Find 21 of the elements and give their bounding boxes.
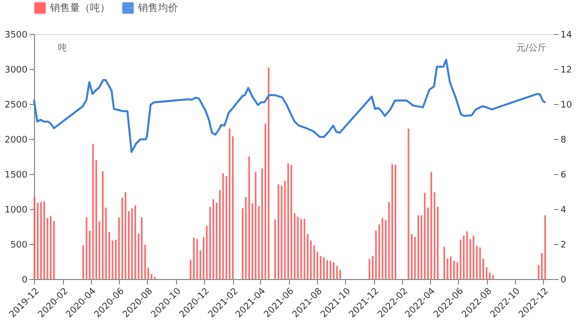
legend-label: 销售均价 bbox=[137, 2, 178, 14]
y-axis-title: 吨 bbox=[58, 42, 67, 54]
y-tick-label: 2000 bbox=[4, 136, 28, 146]
y2-axis-title: 元/公斤 bbox=[516, 42, 547, 54]
y2-tick-label: 4 bbox=[560, 206, 566, 216]
y-tick-label: 3500 bbox=[4, 30, 28, 40]
y2-tick-label: 10 bbox=[560, 100, 572, 110]
y-tick-label: 2500 bbox=[4, 100, 28, 110]
y2-tick-label: 0 bbox=[560, 276, 566, 286]
y2-tick-label: 8 bbox=[560, 136, 566, 146]
y2-tick-label: 6 bbox=[560, 170, 566, 180]
y2-tick-label: 2 bbox=[560, 240, 566, 250]
y-tick-label: 1500 bbox=[4, 170, 28, 180]
line-series bbox=[33, 58, 547, 153]
y-tick-label: 0 bbox=[22, 276, 28, 286]
legend-label: 销售量（吨） bbox=[49, 2, 110, 14]
y-tick-label: 500 bbox=[10, 240, 28, 250]
y-tick-label: 1000 bbox=[4, 206, 28, 216]
y2-tick-label: 14 bbox=[560, 30, 572, 40]
y2-tick-label: 12 bbox=[560, 66, 572, 76]
y-tick-label: 3000 bbox=[4, 66, 28, 76]
